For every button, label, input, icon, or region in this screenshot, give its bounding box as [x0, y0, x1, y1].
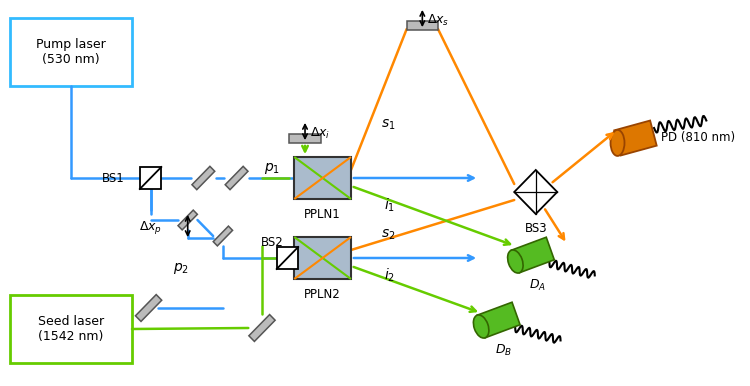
Polygon shape [249, 315, 275, 342]
Polygon shape [514, 170, 557, 214]
Text: Seed laser
(1542 nm): Seed laser (1542 nm) [38, 315, 104, 343]
Ellipse shape [610, 130, 625, 156]
Bar [140, 167, 161, 189]
Polygon shape [192, 166, 214, 190]
Text: Pump laser
(530 nm): Pump laser (530 nm) [36, 38, 106, 66]
Text: $p_1$: $p_1$ [264, 161, 280, 176]
Polygon shape [512, 237, 554, 273]
Ellipse shape [508, 250, 523, 273]
Text: $D_A$: $D_A$ [530, 278, 546, 293]
Polygon shape [290, 134, 321, 142]
Bar [10, 18, 132, 86]
Polygon shape [406, 20, 438, 29]
Text: $D_B$: $D_B$ [495, 343, 512, 358]
Text: $\Delta x_i$: $\Delta x_i$ [310, 125, 330, 141]
Bar [10, 295, 132, 363]
Text: $s_1$: $s_1$ [381, 118, 396, 132]
Text: $\Delta x_p$: $\Delta x_p$ [139, 220, 162, 237]
Text: $s_2$: $s_2$ [381, 228, 396, 242]
Polygon shape [225, 166, 248, 190]
Text: BS1: BS1 [102, 171, 125, 185]
Text: PD (810 nm): PD (810 nm) [661, 132, 735, 144]
Bar [294, 237, 351, 279]
Text: BS3: BS3 [524, 222, 547, 235]
Polygon shape [136, 295, 162, 322]
Text: $p_2$: $p_2$ [173, 261, 189, 276]
Bar [277, 247, 298, 269]
Text: $i_1$: $i_1$ [384, 196, 395, 214]
Polygon shape [213, 226, 232, 246]
Text: BS2: BS2 [260, 235, 284, 249]
Text: $i_2$: $i_2$ [384, 266, 395, 284]
Polygon shape [614, 120, 657, 156]
Text: PPLN1: PPLN1 [304, 208, 341, 221]
Ellipse shape [473, 315, 489, 338]
Polygon shape [477, 302, 520, 338]
Text: $\Delta x_s$: $\Delta x_s$ [427, 12, 449, 27]
Polygon shape [178, 210, 197, 230]
Text: PPLN2: PPLN2 [304, 288, 341, 301]
Bar [294, 157, 351, 199]
